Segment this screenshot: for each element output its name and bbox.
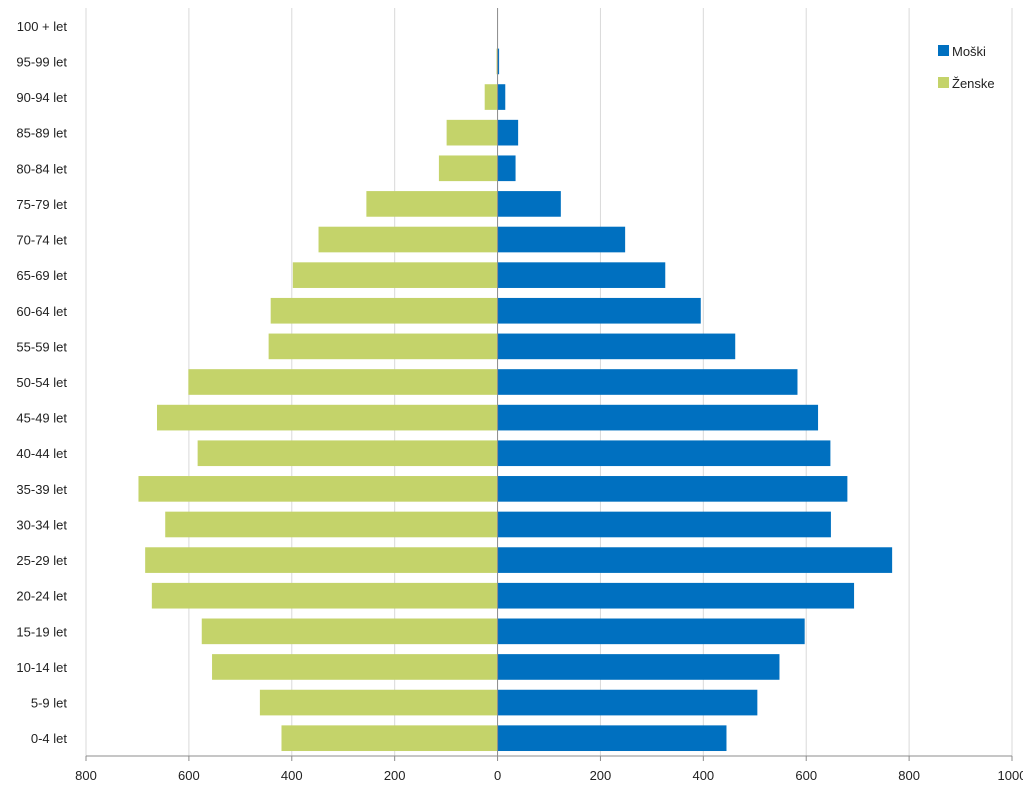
x-tick-label: 200: [384, 768, 406, 783]
bar-male: [497, 689, 758, 716]
legend: Moški Ženske: [938, 44, 995, 91]
y-category-label: 65-69 let: [16, 268, 67, 283]
bar-female: [188, 369, 498, 395]
bar-female: [484, 84, 498, 110]
x-labels-layer: 800 600 400 200 0 200 400 600 800 1000: [75, 768, 1023, 783]
y-category-label: 50-54 let: [16, 375, 67, 390]
y-category-label: 90-94 let: [16, 90, 67, 105]
legend-label-male: Moški: [952, 44, 986, 59]
x-tick-label: 600: [178, 768, 200, 783]
bar-female: [165, 511, 498, 538]
y-category-label: 80-84 let: [16, 161, 67, 176]
bar-male: [497, 333, 736, 360]
legend-label-female: Ženske: [952, 76, 995, 91]
y-category-label: 85-89 let: [16, 126, 67, 141]
bar-male: [497, 155, 516, 182]
bar-female: [438, 155, 498, 182]
bar-female: [496, 48, 498, 75]
y-category-label: 60-64 let: [16, 304, 67, 319]
y-category-label: 45-49 let: [16, 411, 67, 426]
bar-female: [145, 547, 498, 573]
legend-swatch-male: [938, 45, 949, 56]
bar-male: [497, 48, 500, 75]
axis-layer: [85, 8, 1013, 761]
bar-female: [151, 582, 498, 609]
y-category-label: 40-44 let: [16, 446, 67, 461]
y-category-label: 70-74 let: [16, 233, 67, 248]
bar-female: [318, 226, 498, 253]
bar-male: [497, 511, 831, 538]
bars-layer: [138, 48, 893, 752]
bar-female: [292, 262, 498, 288]
bar-female: [212, 654, 498, 680]
bar-female: [270, 297, 498, 324]
legend-swatch-female: [938, 77, 949, 88]
x-tick-label: 600: [795, 768, 817, 783]
y-category-label: 5-9 let: [31, 696, 68, 711]
bar-male: [497, 547, 893, 573]
bar-female: [259, 689, 498, 716]
bar-female: [281, 725, 498, 752]
y-category-label: 0-4 let: [31, 731, 68, 746]
y-category-label: 95-99 let: [16, 54, 67, 69]
y-category-label: 25-29 let: [16, 553, 67, 568]
y-category-label: 75-79 let: [16, 197, 67, 212]
bar-male: [497, 262, 666, 288]
y-category-label: 20-24 let: [16, 589, 67, 604]
bar-female: [138, 476, 498, 502]
y-category-label: 35-39 let: [16, 482, 67, 497]
bar-female: [446, 119, 498, 146]
y-category-label: 10-14 let: [16, 660, 67, 675]
x-tick-label: 400: [692, 768, 714, 783]
x-tick-label: 1000: [998, 768, 1023, 783]
y-category-label: 100 + let: [17, 19, 68, 34]
bar-male: [497, 119, 519, 146]
x-tick-label: 400: [281, 768, 303, 783]
bar-male: [497, 440, 831, 467]
bar-male: [497, 404, 819, 431]
bar-female: [201, 618, 498, 645]
y-category-label: 15-19 let: [16, 624, 67, 639]
x-tick-label: 800: [898, 768, 920, 783]
bar-male: [497, 618, 805, 645]
bar-male: [497, 476, 848, 502]
x-tick-label: 200: [590, 768, 612, 783]
bar-female: [197, 440, 498, 467]
y-labels-layer: 0-4 let 5-9 let 10-14 let 15-19 let 20-24 le…: [16, 19, 67, 746]
y-category-label: 30-34 let: [16, 517, 67, 532]
bar-female: [366, 191, 498, 217]
bar-male: [497, 226, 626, 253]
bar-female: [156, 404, 498, 431]
bar-male: [497, 191, 561, 217]
bar-male: [497, 654, 780, 680]
bar-male: [497, 369, 798, 395]
x-tick-label: 800: [75, 768, 97, 783]
x-tick-label: 0: [494, 768, 501, 783]
y-category-label: 55-59 let: [16, 339, 67, 354]
bar-male: [497, 297, 701, 324]
bar-female: [268, 333, 498, 360]
bar-male: [497, 582, 855, 609]
bar-male: [497, 725, 727, 752]
bar-male: [497, 84, 506, 110]
